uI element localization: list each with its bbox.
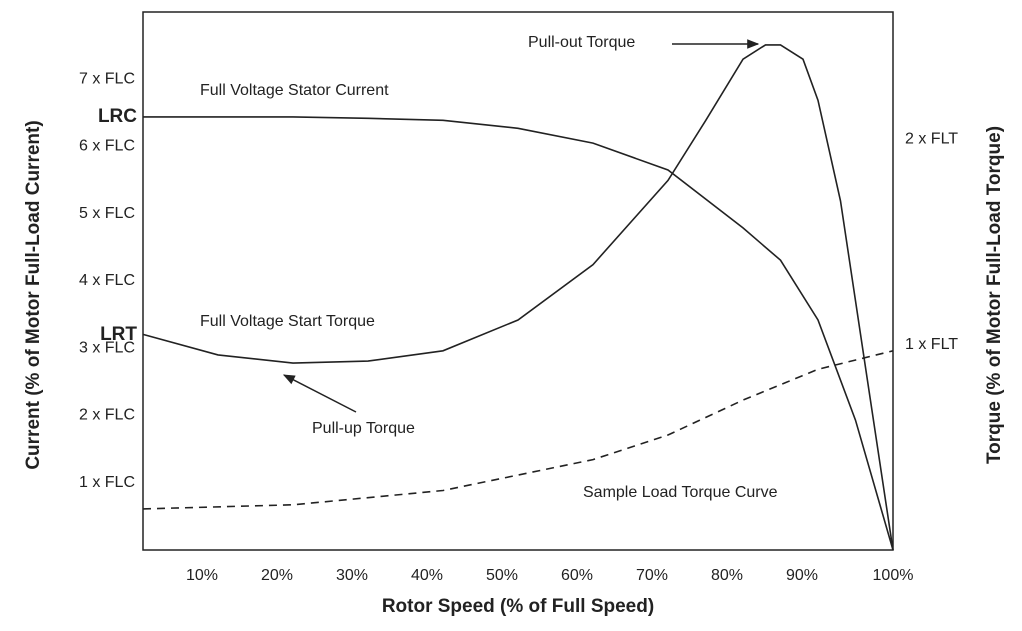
plot-frame [142, 11, 894, 551]
y-tick-label: 2 x FLC [79, 407, 135, 424]
y-tick-label: 5 x FLC [79, 205, 135, 222]
x-tick-label: 70% [636, 567, 668, 584]
x-tick-label: 60% [561, 567, 593, 584]
series-label: Full Voltage Stator Current [200, 82, 389, 99]
arrow [282, 374, 357, 413]
x-tick-label: 100% [873, 567, 914, 584]
series-label: Sample Load Torque Curve [583, 484, 778, 501]
series-label: Full Voltage Start Torque [200, 313, 375, 330]
x-tick-label: 30% [336, 567, 368, 584]
y-tick-label: 6 x FLC [79, 138, 135, 155]
y-axis-title: Current (% of Motor Full-Load Current) [23, 120, 44, 469]
series-line [143, 116, 894, 551]
annotation: Pull-out Torque [528, 34, 635, 51]
series-line [142, 44, 894, 551]
y2-axis-title: Torque (% of Motor Full-Load Torque) [984, 126, 1005, 464]
x-tick-label: 20% [261, 567, 293, 584]
y-marker-label: LRT [100, 324, 137, 345]
y-tick-label: 3 x FLC [79, 339, 135, 356]
y-tick-label: 4 x FLC [79, 272, 135, 289]
x-tick-label: 10% [186, 567, 218, 584]
x-tick-label: 50% [486, 567, 518, 584]
y-marker-label: LRC [98, 106, 137, 127]
y-tick-label: 7 x FLC [79, 70, 135, 87]
series-line [142, 350, 894, 510]
y2-tick-label: 1 x FLT [905, 336, 958, 353]
x-tick-label: 90% [786, 567, 818, 584]
annotation: Pull-up Torque [312, 420, 415, 437]
y-tick-label: 1 x FLC [79, 474, 135, 491]
y2-tick-label: 2 x FLT [905, 131, 958, 148]
x-axis-title: Rotor Speed (% of Full Speed) [382, 596, 654, 617]
x-tick-label: 80% [711, 567, 743, 584]
x-tick-label: 40% [411, 567, 443, 584]
